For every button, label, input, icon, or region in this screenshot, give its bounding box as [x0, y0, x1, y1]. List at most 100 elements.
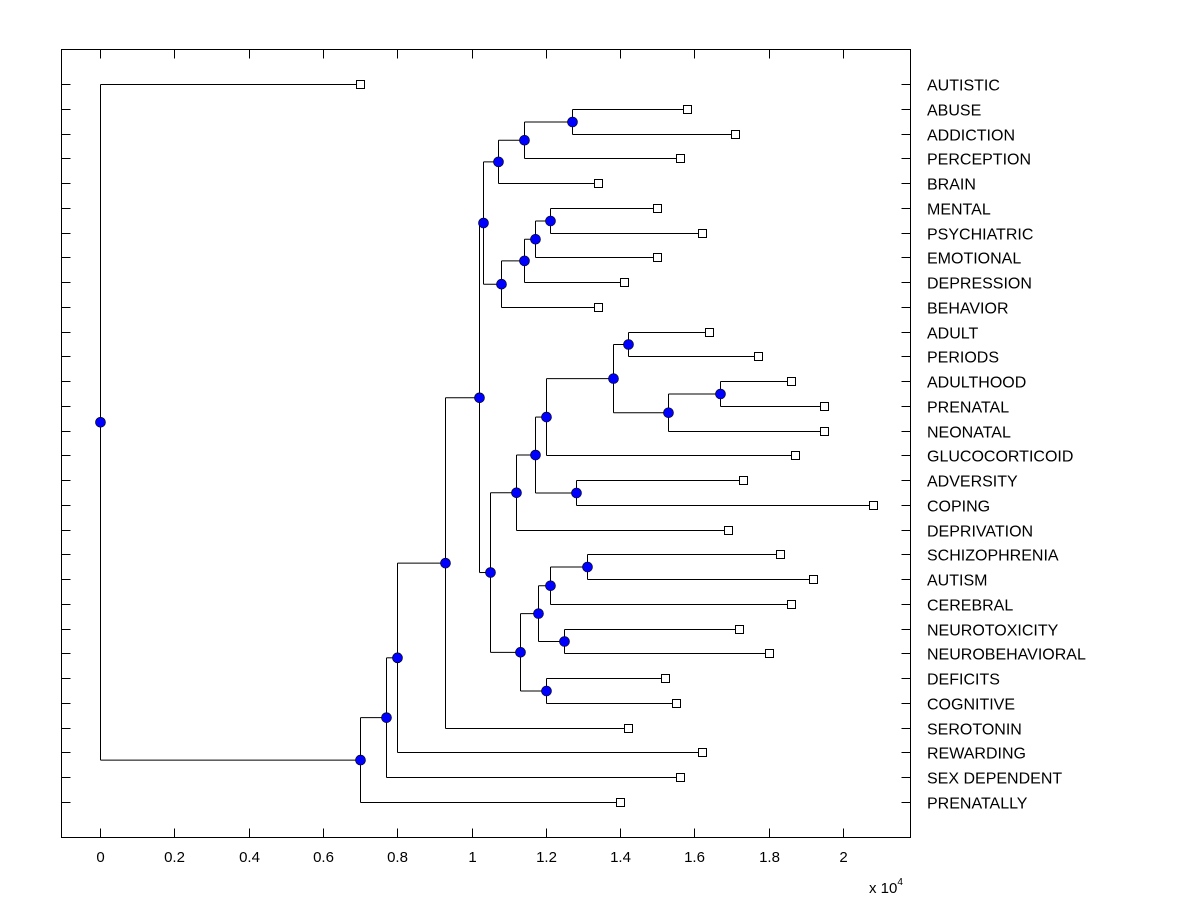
x-tick-label: 1 — [468, 849, 476, 866]
leaf-label: BRAIN — [927, 177, 976, 194]
x-tick-label: 1.8 — [759, 849, 780, 866]
leaf-label: CEREBRAL — [927, 598, 1013, 615]
leaf-marker — [698, 229, 707, 238]
leaf-label: PERIODS — [927, 350, 999, 367]
internal-node — [608, 373, 619, 384]
leaf-marker — [653, 204, 662, 213]
x-tick-label: 0.4 — [239, 849, 260, 866]
x-multiplier-label: x 104 — [869, 877, 903, 897]
leaf-marker — [676, 154, 685, 163]
leaf-marker — [594, 179, 603, 188]
axis-ticks — [61, 49, 911, 838]
internal-node — [519, 134, 530, 146]
internal-node — [530, 233, 541, 245]
leaf-label: NEONATAL — [927, 425, 1011, 442]
internal-node — [519, 255, 530, 267]
leaf-marker — [869, 501, 878, 510]
leaf-marker — [739, 476, 748, 485]
leaf-label: ABUSE — [927, 103, 981, 120]
internal-node — [511, 487, 522, 499]
internal-node — [485, 567, 496, 578]
internal-node — [663, 407, 674, 419]
leaf-marker — [616, 798, 625, 807]
x-tick-labels: 0 0.2 0.4 0.6 0.8 1 1.2 1.4 1.6 1.8 2 — [96, 849, 847, 866]
x-tick-label: 0.2 — [164, 849, 185, 866]
leaf-label: REWARDING — [927, 746, 1026, 763]
x-tick-label: 0.6 — [313, 849, 334, 866]
leaf-marker — [791, 451, 800, 460]
leaf-marker — [735, 625, 744, 634]
leaf-label: PERCEPTION — [927, 152, 1031, 169]
leaf-marker — [731, 130, 740, 139]
x-tick-label: 0 — [96, 849, 104, 866]
internal-nodes — [95, 116, 726, 766]
leaf-label: SEX DEPENDENT — [927, 771, 1062, 788]
internal-node — [392, 652, 403, 664]
leaf-marker — [820, 402, 829, 411]
internal-node — [493, 156, 504, 168]
internal-node — [545, 215, 556, 227]
leaf-label: DEFICITS — [927, 672, 1000, 689]
leaf-label: AUTISTIC — [927, 78, 1000, 95]
internal-node — [496, 278, 507, 290]
internal-node — [478, 217, 489, 229]
internal-node — [571, 487, 582, 499]
leaf-marker — [787, 377, 796, 386]
internal-node — [541, 411, 552, 423]
leaf-label: MENTAL — [927, 202, 991, 219]
leaf-marker — [653, 253, 662, 262]
internal-node — [559, 636, 570, 647]
leaf-marker — [594, 303, 603, 312]
leaf-label: DEPRIVATION — [927, 524, 1033, 541]
leaf-label: SCHIZOPHRENIA — [927, 548, 1059, 565]
leaf-marker — [754, 352, 763, 361]
leaf-marker — [787, 600, 796, 609]
x-tick-label: 1.4 — [610, 849, 631, 866]
leaf-labels: AUTISTIC ABUSE ADDICTION PERCEPTION BRAIN MEN… — [927, 78, 1086, 813]
x-tick-label: 0.8 — [387, 849, 408, 866]
internal-node — [381, 712, 392, 723]
x-tick-label: 1.6 — [684, 849, 705, 866]
leaf-label: EMOTIONAL — [927, 251, 1021, 268]
leaf-label: PRENATAL — [927, 400, 1009, 417]
leaf-label: AUTISM — [927, 573, 987, 590]
leaf-label: ADULTHOOD — [927, 375, 1026, 392]
internal-node — [582, 561, 593, 573]
leaf-marker — [809, 575, 818, 584]
leaf-marker — [661, 674, 670, 683]
leaf-marker — [698, 748, 707, 757]
root-node — [95, 416, 106, 428]
leaf-marker — [705, 328, 714, 337]
leaf-marker — [672, 699, 681, 708]
leaf-marker — [776, 550, 785, 559]
x-tick-label: 1.2 — [536, 849, 557, 866]
internal-node — [515, 647, 526, 658]
internal-node — [530, 449, 541, 461]
leaf-marker — [820, 427, 829, 436]
plot-frame — [61, 49, 911, 838]
leaf-label: NEUROTOXICITY — [927, 623, 1059, 640]
leaf-marker — [620, 278, 629, 287]
internal-node — [533, 608, 544, 619]
leaf-label: PSYCHIATRIC — [927, 227, 1033, 244]
internal-node — [355, 754, 366, 766]
leaf-label: PRENATALLY — [927, 796, 1028, 813]
internal-node — [440, 557, 451, 569]
leaf-marker — [356, 80, 365, 89]
leaf-marker — [683, 105, 692, 114]
leaf-label: COPING — [927, 499, 990, 516]
leaf-marker — [676, 773, 685, 782]
internal-node — [623, 339, 634, 350]
leaf-label: ADDICTION — [927, 128, 1015, 145]
leaf-label: SEROTONIN — [927, 722, 1022, 739]
leaf-marker — [724, 526, 733, 535]
leaf-label: ADVERSITY — [927, 474, 1018, 491]
leaf-markers — [356, 80, 878, 807]
leaf-label: GLUCOCORTICOID — [927, 449, 1073, 466]
leaf-marker — [765, 649, 774, 658]
internal-node — [715, 388, 726, 400]
leaf-label: BEHAVIOR — [927, 301, 1009, 318]
internal-node — [567, 116, 578, 128]
internal-node — [474, 392, 485, 404]
